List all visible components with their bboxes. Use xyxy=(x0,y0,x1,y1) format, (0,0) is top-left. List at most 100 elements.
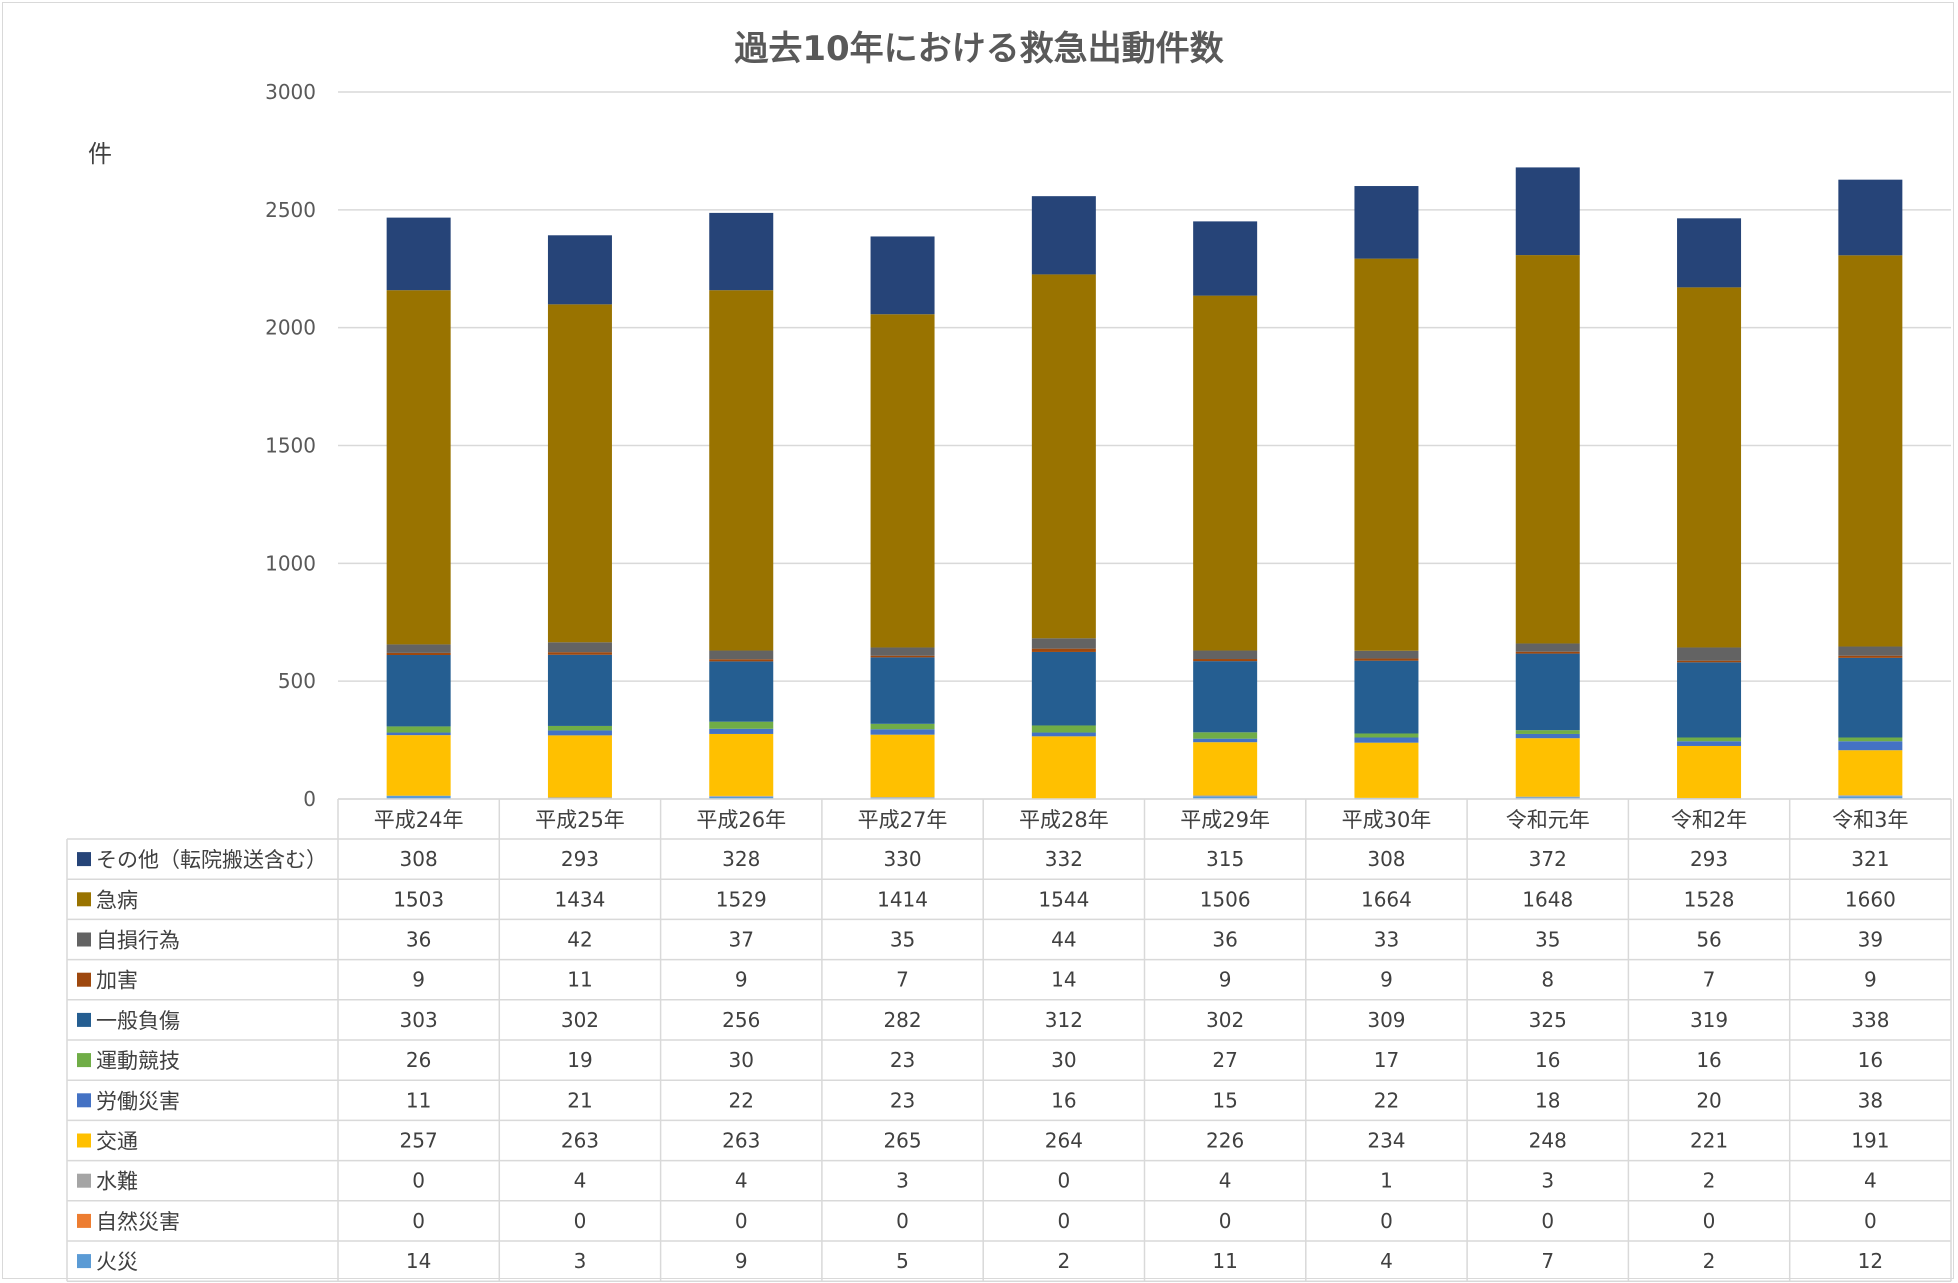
data-label: 9 xyxy=(1864,968,1877,992)
data-label: 20 xyxy=(1696,1088,1721,1112)
data-label: 1660 xyxy=(1845,887,1896,911)
bar-segment xyxy=(1031,648,1096,652)
bar-segment xyxy=(1515,796,1580,798)
data-label: 30 xyxy=(1051,1048,1076,1072)
data-label: 257 xyxy=(400,1129,438,1153)
y-axis-ticks: 0 500 1000 1500 2000 2500 3000 xyxy=(265,80,316,811)
data-label: 30 xyxy=(729,1048,754,1072)
bar-segment xyxy=(1838,795,1903,797)
data-label: 9 xyxy=(412,968,425,992)
data-label: 191 xyxy=(1851,1129,1889,1153)
data-label: 22 xyxy=(729,1088,754,1112)
data-label: 0 xyxy=(1057,1209,1070,1233)
bar-segment xyxy=(1838,657,1903,738)
data-label: 1434 xyxy=(554,887,605,911)
bar-segment xyxy=(1515,738,1580,797)
bar-segment xyxy=(709,721,774,729)
legend-key xyxy=(77,1254,91,1269)
data-label: 303 xyxy=(400,1008,438,1032)
bar-segment xyxy=(709,728,774,734)
data-label: 1503 xyxy=(393,887,444,911)
data-label: 293 xyxy=(1690,847,1728,871)
bar-segment xyxy=(547,304,612,643)
bar-segment xyxy=(1354,737,1419,743)
data-label: 3 xyxy=(896,1169,909,1193)
data-label: 263 xyxy=(722,1129,760,1153)
x-category-label: 平成30年 xyxy=(1342,808,1432,832)
series-name-label: 労働災害 xyxy=(96,1089,180,1113)
data-label: 16 xyxy=(1858,1048,1883,1072)
data-label: 56 xyxy=(1696,928,1721,952)
data-label: 372 xyxy=(1529,847,1567,871)
data-label: 1648 xyxy=(1522,887,1573,911)
data-label: 0 xyxy=(412,1209,425,1233)
bar-segment xyxy=(870,314,935,648)
bar-segment xyxy=(870,734,935,798)
bar-segment xyxy=(1838,655,1903,658)
data-label: 15 xyxy=(1212,1088,1237,1112)
bar-segment xyxy=(547,725,612,731)
bar-segment xyxy=(870,647,935,656)
bar-segment xyxy=(386,217,451,291)
bar-segment xyxy=(1838,255,1903,647)
data-label: 11 xyxy=(406,1088,431,1112)
data-label: 0 xyxy=(896,1209,909,1233)
data-label: 22 xyxy=(1374,1088,1399,1112)
bar-segment xyxy=(386,732,451,736)
data-label: 302 xyxy=(561,1008,599,1032)
data-label: 0 xyxy=(1703,1209,1716,1233)
series-name-label: 急病 xyxy=(96,888,138,912)
bar-segment xyxy=(1354,742,1419,798)
data-label: 27 xyxy=(1212,1048,1237,1072)
series-name-label: 一般負傷 xyxy=(96,1009,180,1033)
data-label: 1664 xyxy=(1361,887,1412,911)
bar-segment xyxy=(870,655,935,658)
data-label: 4 xyxy=(735,1169,748,1193)
bar-segment xyxy=(1515,730,1580,734)
y-tick-label: 2500 xyxy=(265,198,316,222)
data-label: 5 xyxy=(896,1249,909,1273)
bar-segment xyxy=(1838,737,1903,742)
bar-segment xyxy=(547,735,612,798)
bar-segment xyxy=(1193,221,1258,296)
data-label: 0 xyxy=(412,1169,425,1193)
bar-segment xyxy=(1354,186,1419,259)
data-label: 44 xyxy=(1051,928,1076,952)
bar-segment xyxy=(870,797,935,798)
data-label: 14 xyxy=(406,1249,431,1273)
bar-segment xyxy=(1031,736,1096,799)
series-name-label: 加害 xyxy=(96,969,138,993)
legend-key xyxy=(77,1173,91,1188)
series-name-label: 交通 xyxy=(96,1130,138,1154)
bar-segment xyxy=(1677,737,1742,742)
data-label: 321 xyxy=(1851,847,1889,871)
chart-title: 過去10年における救急出動件数 xyxy=(734,29,1223,69)
bar-segment xyxy=(1193,795,1258,797)
data-label: 332 xyxy=(1045,847,1083,871)
data-label: 42 xyxy=(567,928,592,952)
data-label: 3 xyxy=(574,1249,587,1273)
x-category-label: 平成27年 xyxy=(858,808,948,832)
legend-key xyxy=(77,932,91,947)
x-category-label: 平成26年 xyxy=(696,808,786,832)
bar-segment xyxy=(870,723,935,730)
bar-segment xyxy=(709,659,774,662)
series-name-label: 火災 xyxy=(96,1250,138,1274)
data-label: 3 xyxy=(1541,1169,1554,1193)
data-label: 16 xyxy=(1696,1048,1721,1072)
bar-segment xyxy=(1515,653,1580,731)
data-label: 1 xyxy=(1380,1169,1393,1193)
data-label: 23 xyxy=(890,1088,915,1112)
data-label: 248 xyxy=(1529,1129,1567,1153)
data-label: 19 xyxy=(567,1048,592,1072)
data-label: 308 xyxy=(400,847,438,871)
bar-segment xyxy=(870,236,935,315)
bar-segment xyxy=(1193,661,1258,733)
data-label: 7 xyxy=(1541,1249,1554,1273)
data-label: 18 xyxy=(1535,1088,1560,1112)
bar-segment xyxy=(1193,738,1258,743)
bar-segment xyxy=(547,797,612,799)
bar-segment xyxy=(1354,258,1419,651)
bar-segment xyxy=(709,795,774,797)
x-category-label: 令和元年 xyxy=(1506,808,1590,832)
